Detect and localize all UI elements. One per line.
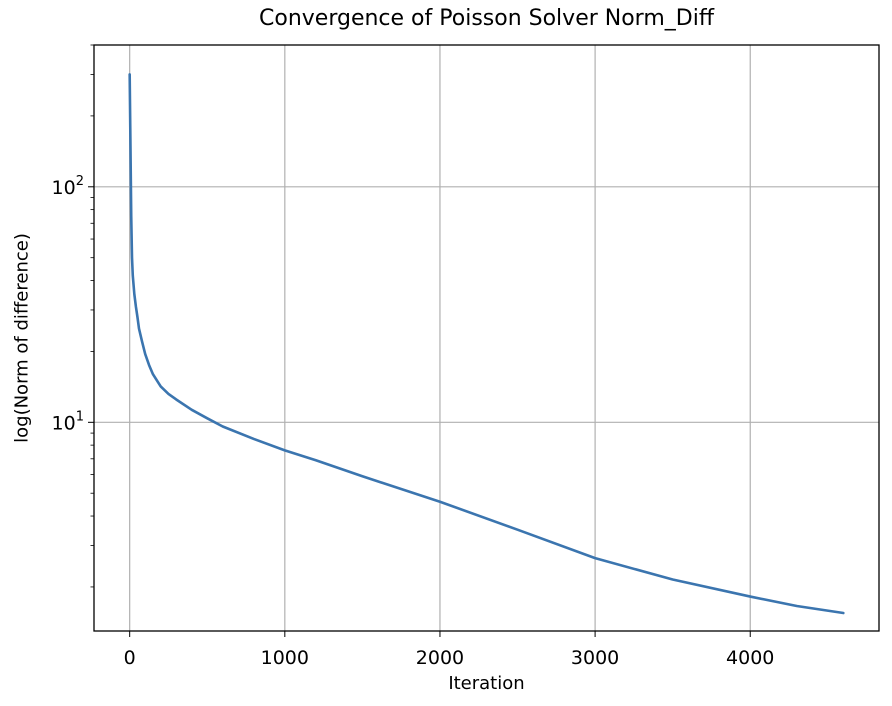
y-tick-label: 102 — [52, 174, 84, 199]
series-line — [128, 73, 845, 615]
x-tick-label: 2000 — [416, 647, 464, 669]
x-tick-label: 3000 — [571, 647, 619, 669]
x-tick-label: 4000 — [726, 647, 774, 669]
x-tick-label: 1000 — [261, 647, 309, 669]
y-tick-label: 101 — [52, 409, 84, 434]
x-axis-label: Iteration — [448, 673, 525, 694]
x-tick-label: 0 — [124, 647, 136, 669]
axes-frame — [93, 44, 880, 632]
chart-title: Convergence of Poisson Solver Norm_Diff — [259, 6, 714, 31]
